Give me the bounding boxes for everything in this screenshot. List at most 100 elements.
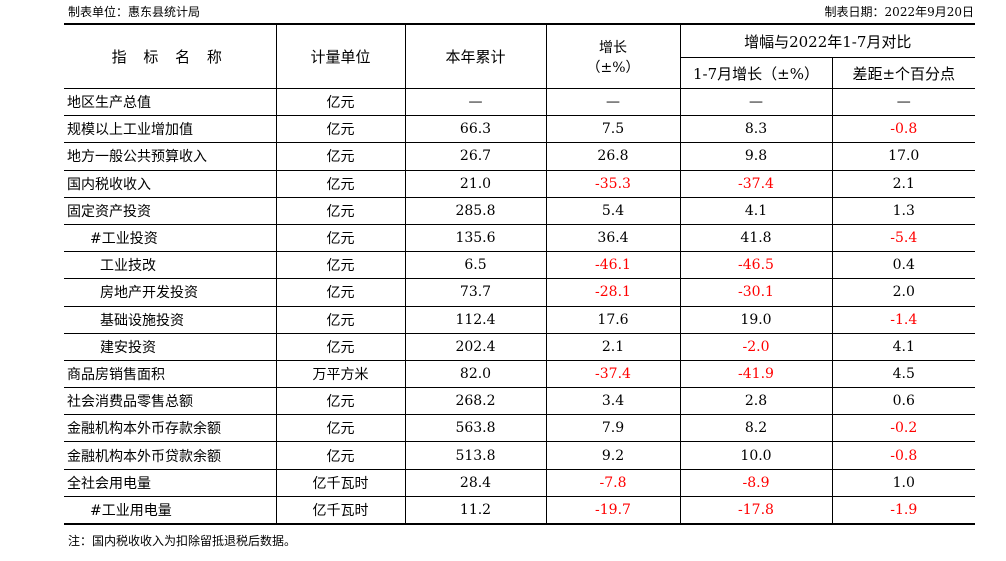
table-row: #工业用电量 亿千瓦时 11.2 -19.7 -17.8 -1.9: [64, 495, 975, 525]
table-row: 固定资产投资 亿元 285.8 5.4 4.1 1.3: [64, 196, 975, 225]
indicator-name-cell: 金融机构本外币存款余额: [64, 414, 277, 443]
diff-cell: 0.4: [831, 251, 975, 280]
indicator-name-cell: 国内税收收入: [64, 169, 277, 198]
unit-cell: 亿元: [275, 332, 406, 361]
unit-cell: 亿千瓦时: [275, 495, 406, 525]
header-compare-growth: 1-7月增长（±%）: [680, 57, 833, 89]
cumulative-cell: 268.2: [404, 387, 547, 416]
jul-growth-cell: —: [679, 87, 833, 117]
table-row: 建安投资 亿元 202.4 2.1 -2.0 4.1: [64, 332, 975, 361]
unit-cell: 亿千瓦时: [275, 468, 406, 497]
diff-cell: -1.9: [831, 495, 975, 525]
jul-growth-cell: -37.4: [679, 169, 833, 198]
indicator-name-cell: #工业用电量: [64, 495, 277, 525]
cumulative-cell: 285.8: [404, 196, 547, 225]
growth-cell: -35.3: [545, 169, 681, 198]
growth-cell: -7.8: [545, 468, 681, 497]
diff-cell: —: [831, 87, 975, 117]
table-row: 规模以上工业增加值 亿元 66.3 7.5 8.3 -0.8: [64, 115, 975, 144]
jul-growth-cell: 19.0: [679, 305, 833, 334]
issue-date-label: 制表日期：2022年9月20日: [824, 5, 974, 19]
unit-cell: 万平方米: [275, 359, 406, 389]
diff-cell: 1.0: [831, 468, 975, 497]
indicator-name-cell: 房地产开发投资: [64, 278, 277, 307]
table-body: 地区生产总值 亿元 — — — — 规模以上工业增加值 亿元 66.3 7.5 8.3 -0.8 地方一…: [64, 87, 975, 525]
cumulative-cell: 513.8: [404, 441, 547, 470]
diff-cell: 4.5: [831, 359, 975, 389]
diff-cell: -0.8: [831, 115, 975, 144]
header-unit: 计量单位: [275, 23, 406, 89]
jul-growth-cell: 41.8: [679, 223, 833, 253]
indicator-name-cell: #工业投资: [64, 223, 277, 253]
document-header: 制表单位：惠东县统计局 制表日期：2022年9月20日: [68, 4, 974, 20]
cumulative-cell: 73.7: [404, 278, 547, 307]
table-row: 全社会用电量 亿千瓦时 28.4 -7.8 -8.9 1.0: [64, 468, 975, 497]
cumulative-cell: 202.4: [404, 332, 547, 361]
diff-cell: 4.1: [831, 332, 975, 361]
unit-cell: 亿元: [275, 169, 406, 198]
indicator-name-cell: 规模以上工业增加值: [64, 115, 277, 144]
jul-growth-cell: -46.5: [679, 251, 833, 280]
unit-cell: 亿元: [275, 196, 406, 225]
diff-cell: 0.6: [831, 387, 975, 416]
cumulative-cell: 82.0: [404, 359, 547, 389]
unit-cell: 亿元: [275, 87, 406, 117]
footnote: 注：国内税收收入为扣除留抵退税后数据。: [68, 534, 297, 548]
indicator-name-cell: 社会消费品零售总额: [64, 387, 277, 416]
indicator-name-cell: 商品房销售面积: [64, 359, 277, 389]
growth-cell: 7.5: [545, 115, 681, 144]
issuing-unit-label: 制表单位：惠东县统计局: [68, 5, 201, 19]
header-growth-unit: （±%）: [586, 59, 640, 76]
jul-growth-cell: -8.9: [679, 468, 833, 497]
cumulative-cell: —: [404, 87, 547, 117]
growth-cell: 9.2: [545, 441, 681, 470]
indicator-name-cell: 金融机构本外币贷款余额: [64, 441, 277, 470]
growth-cell: —: [545, 87, 681, 117]
growth-cell: 3.4: [545, 387, 681, 416]
cumulative-cell: 28.4: [404, 468, 547, 497]
jul-growth-cell: 10.0: [679, 441, 833, 470]
table-row: 地区生产总值 亿元 — — — —: [64, 87, 975, 117]
diff-cell: 2.0: [831, 278, 975, 307]
indicator-name-cell: 工业技改: [64, 251, 277, 280]
table-row: 地方一般公共预算收入 亿元 26.7 26.8 9.8 17.0: [64, 142, 975, 171]
table-row: 国内税收收入 亿元 21.0 -35.3 -37.4 2.1: [64, 169, 975, 198]
indicator-name-cell: 固定资产投资: [64, 196, 277, 225]
growth-cell: 2.1: [545, 332, 681, 361]
indicator-name-cell: 地区生产总值: [64, 87, 277, 117]
header-compare: 增幅与2022年1-7月对比: [679, 23, 975, 58]
diff-cell: 17.0: [831, 142, 975, 171]
unit-cell: 亿元: [275, 278, 406, 307]
header-compare-diff: 差距±个百分点: [831, 57, 975, 89]
cumulative-cell: 26.7: [404, 142, 547, 171]
table-row: 商品房销售面积 万平方米 82.0 -37.4 -41.9 4.5: [64, 359, 975, 389]
table-row: 基础设施投资 亿元 112.4 17.6 19.0 -1.4: [64, 305, 975, 334]
cumulative-cell: 112.4: [404, 305, 547, 334]
table-row: #工业投资 亿元 135.6 36.4 41.8 -5.4: [64, 223, 975, 253]
jul-growth-cell: -17.8: [679, 495, 833, 525]
table-row: 金融机构本外币贷款余额 亿元 513.8 9.2 10.0 -0.8: [64, 441, 975, 470]
indicator-name-cell: 建安投资: [64, 332, 277, 361]
cumulative-cell: 6.5: [404, 251, 547, 280]
jul-growth-cell: 8.3: [679, 115, 833, 144]
jul-growth-cell: -2.0: [679, 332, 833, 361]
growth-cell: 36.4: [545, 223, 681, 253]
unit-cell: 亿元: [275, 251, 406, 280]
header-growth: 增长 （±%）: [545, 23, 681, 89]
unit-cell: 亿元: [275, 441, 406, 470]
cumulative-cell: 11.2: [404, 495, 547, 525]
table-row: 社会消费品零售总额 亿元 268.2 3.4 2.8 0.6: [64, 387, 975, 416]
jul-growth-cell: 9.8: [679, 142, 833, 171]
cumulative-cell: 66.3: [404, 115, 547, 144]
diff-cell: -0.8: [831, 441, 975, 470]
header-indicator-name: 指 标 名 称: [64, 23, 277, 89]
table-header: 指 标 名 称 计量单位 本年累计 增长 （±%） 增幅与2022年1-7月对比…: [64, 23, 975, 89]
growth-cell: 7.9: [545, 414, 681, 443]
growth-cell: 5.4: [545, 196, 681, 225]
indicator-name-cell: 基础设施投资: [64, 305, 277, 334]
diff-cell: 1.3: [831, 196, 975, 225]
growth-cell: -46.1: [545, 251, 681, 280]
diff-cell: -5.4: [831, 223, 975, 253]
cumulative-cell: 21.0: [404, 169, 547, 198]
unit-cell: 亿元: [275, 387, 406, 416]
